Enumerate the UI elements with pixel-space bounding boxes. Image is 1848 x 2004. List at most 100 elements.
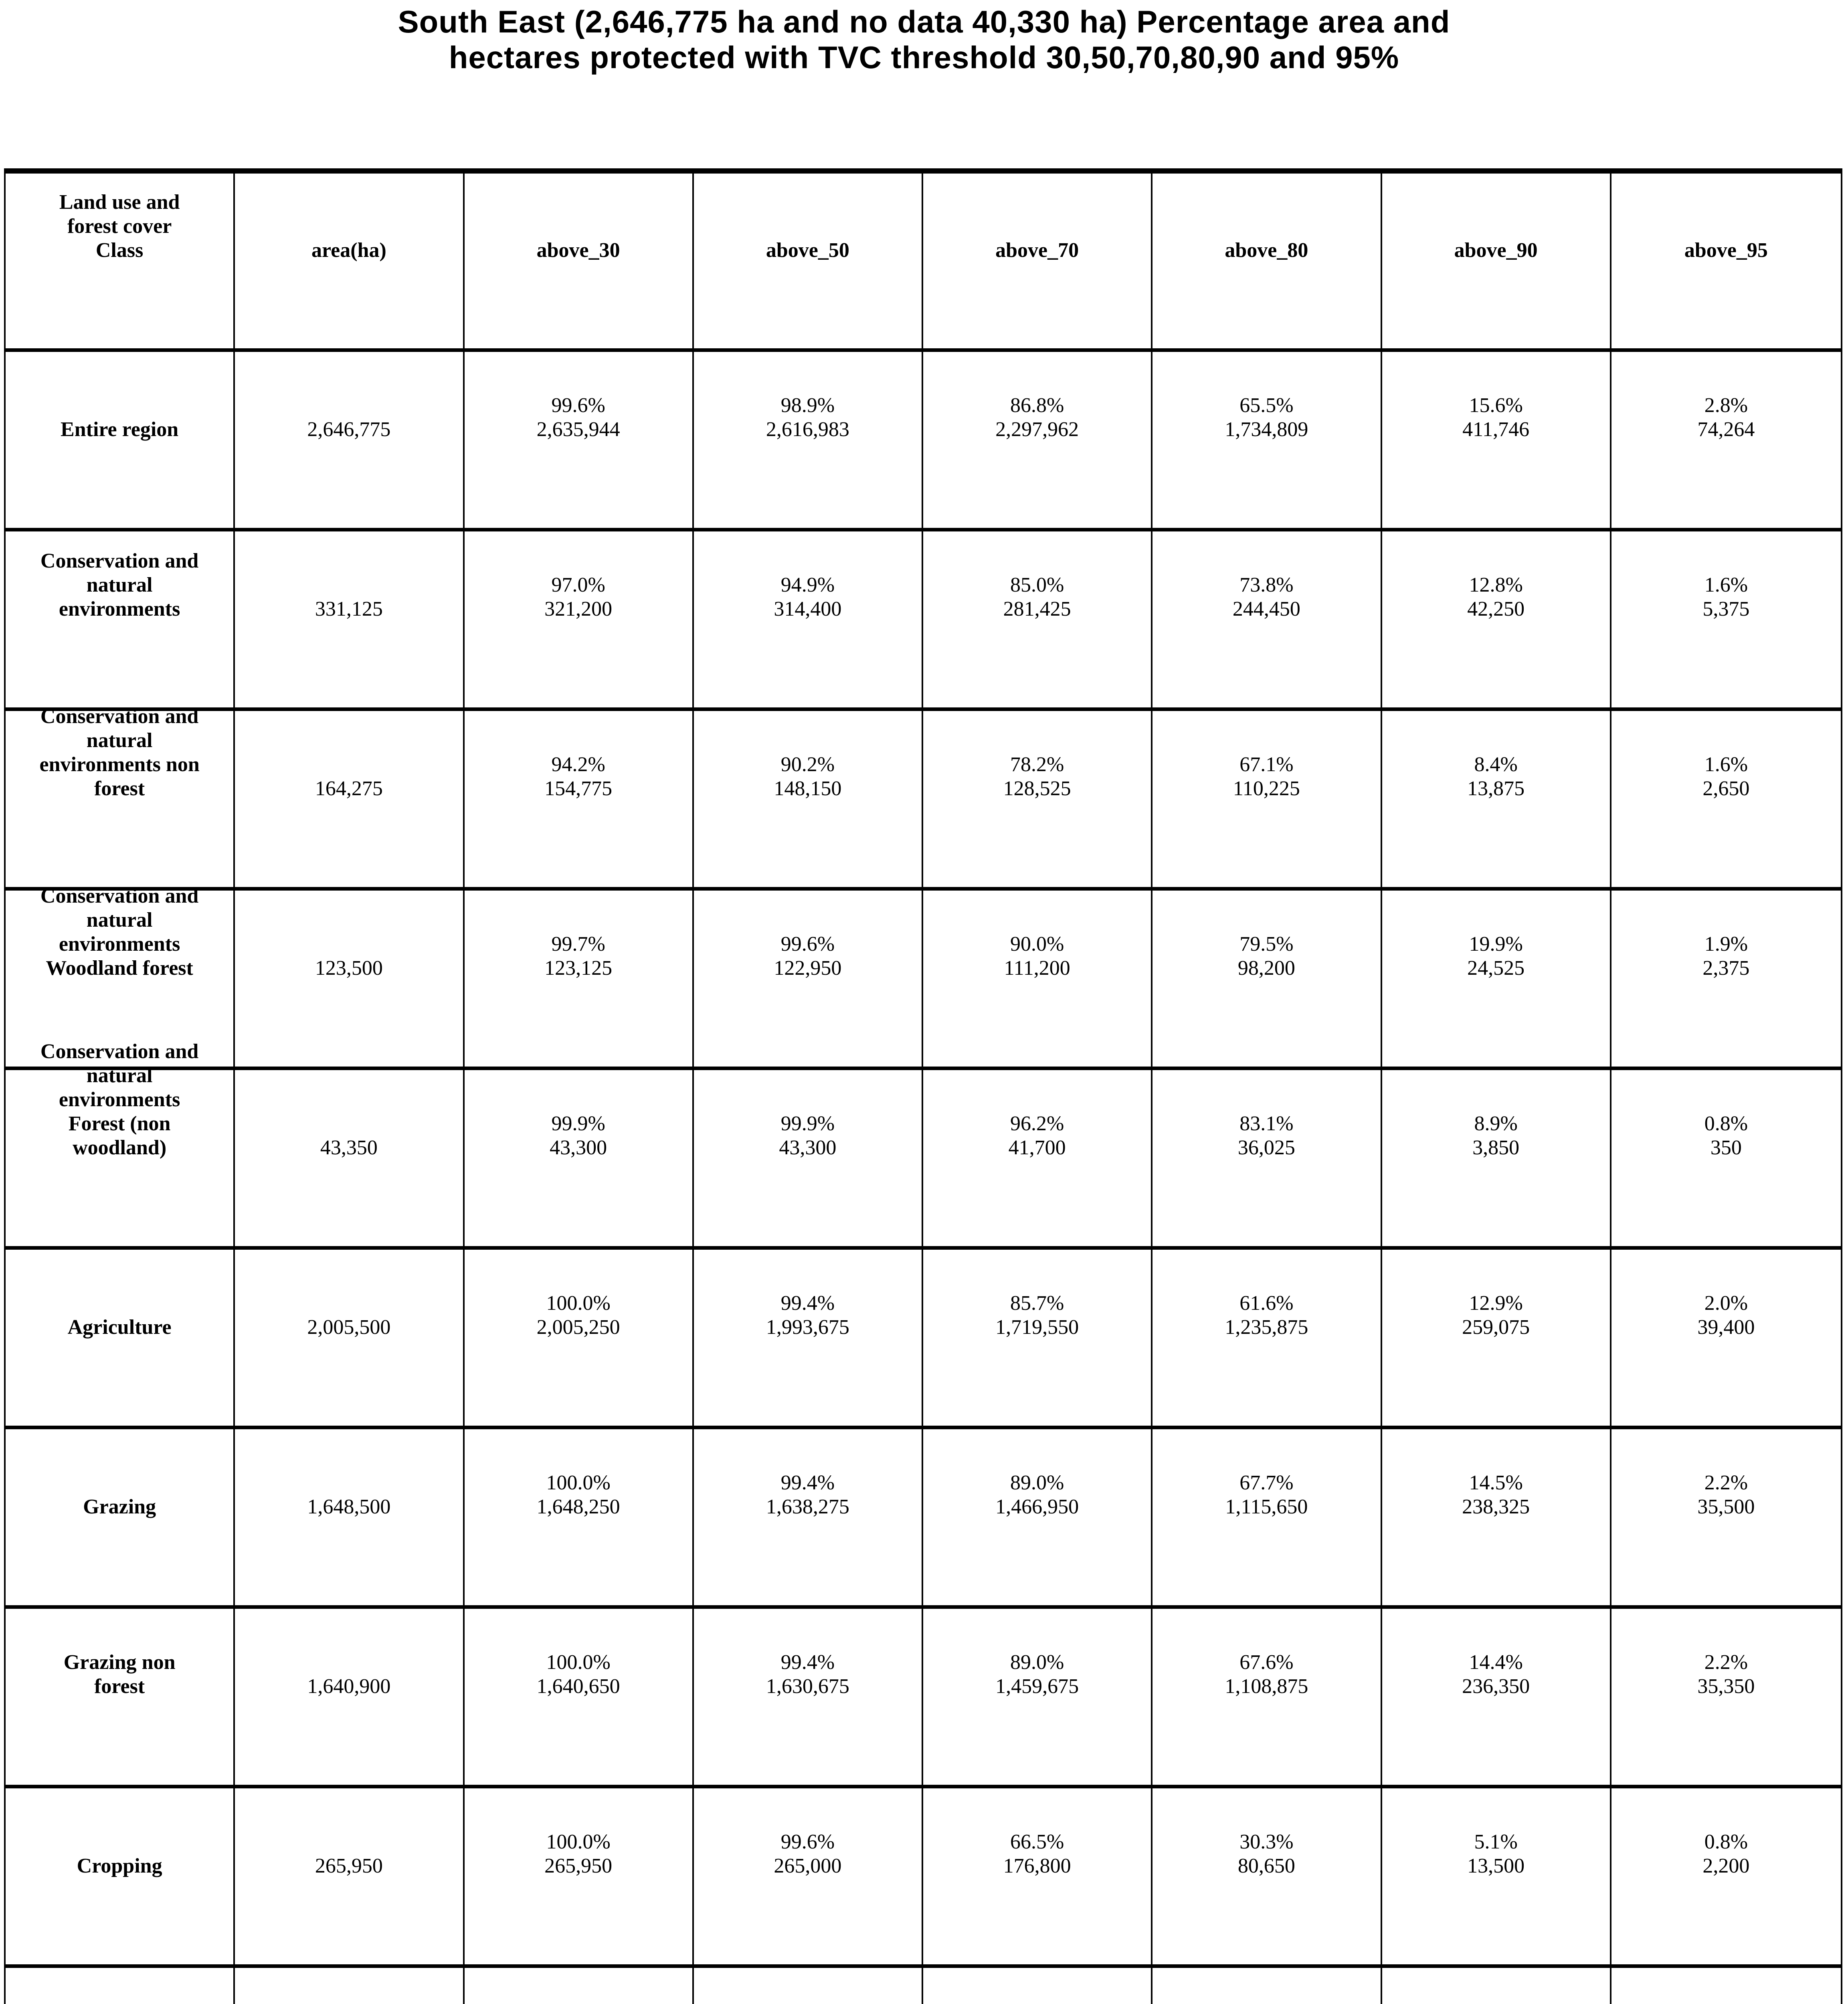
pct-value: 99.4% <box>780 1291 835 1315</box>
threshold-cell-content: 12.8% 42,250 <box>1385 573 1607 621</box>
table-row: Conservation and natural environments no… <box>6 705 1841 891</box>
threshold-cell: 78.2% 128,525 <box>923 711 1153 887</box>
pct-value: 97.0% <box>551 573 605 596</box>
threshold-cell: 99.3%88,850 <box>694 1968 923 2004</box>
threshold-cell: 99.6% 122,950 <box>694 891 923 1067</box>
threshold-cell: 1.6% 2,650 <box>1611 711 1841 887</box>
ha-value: 238,325 <box>1462 1495 1530 1518</box>
pct-value: 14.4% <box>1469 1650 1523 1674</box>
label-cell: Cropping <box>6 1788 235 1964</box>
ha-value: 1,734,809 <box>1225 418 1308 441</box>
threshold-cell: 14.4% 236,350 <box>1382 1609 1611 1785</box>
threshold-cell: 30.3% 80,650 <box>1152 1788 1382 1964</box>
pct-value: 19.9% <box>1469 932 1523 956</box>
row-label: Grazing <box>83 1495 156 1518</box>
ha-value: 1,459,675 <box>995 1675 1079 1698</box>
pct-value: 2.8% <box>1704 394 1748 417</box>
header-cell: above_95 <box>1611 174 1841 348</box>
area-cell: 1,640,900 <box>235 1609 465 1785</box>
ha-value: 39,400 <box>1697 1315 1755 1339</box>
threshold-cell: 96.2% 41,700 <box>923 1070 1153 1246</box>
ha-value: 3,850 <box>1472 1136 1520 1159</box>
ha-value: 2,297,962 <box>995 418 1079 441</box>
area-cell: 2,646,775 <box>235 352 465 528</box>
pct-value: 12.8% <box>1469 573 1523 596</box>
threshold-cell: 89.0% 1,459,675 <box>923 1609 1153 1785</box>
threshold-cell-content: 73.8% 244,450 <box>1155 573 1378 621</box>
ha-value: 244,450 <box>1232 597 1300 620</box>
label-cell: Agriculture <box>6 1250 235 1426</box>
threshold-cell: 14.5% 238,325 <box>1382 1429 1611 1605</box>
threshold-cell: 66.5% 176,800 <box>923 1788 1153 1964</box>
threshold-cell-content: 30.3% 80,650 <box>1155 1830 1378 1878</box>
ha-value: 314,400 <box>774 597 842 620</box>
threshold-cell-content: 67.6% 1,108,875 <box>1155 1650 1378 1699</box>
row-label: Conservation and natural environments Fo… <box>40 1040 199 1159</box>
threshold-cell: 44.0%39,375 <box>1152 1968 1382 2004</box>
threshold-cell: 67.7% 1,115,650 <box>1152 1429 1382 1605</box>
ha-value: 1,638,275 <box>766 1495 849 1518</box>
header-cell: above_50 <box>694 174 923 348</box>
threshold-cell: 0.8% 2,200 <box>1611 1788 1841 1964</box>
ha-value: 42,250 <box>1467 597 1525 620</box>
ha-value: 176,800 <box>1003 1854 1071 1877</box>
threshold-cell: 67.6% 1,108,875 <box>1152 1609 1382 1785</box>
ha-value: 321,200 <box>544 597 613 620</box>
table-row: Grazing 1,648,500 100.0% 1,648,250 99.4% 1,63… <box>6 1429 1841 1609</box>
label-cell: Irrigation <box>6 1968 235 2004</box>
pct-value: 98.9% <box>780 394 835 417</box>
column-header: above_30 <box>536 239 620 262</box>
threshold-cell-content: 14.5% 238,325 <box>1385 1471 1607 1519</box>
ha-value: 1,630,675 <box>766 1675 849 1698</box>
ha-value: 2,200 <box>1702 1854 1750 1877</box>
ha-value: 281,425 <box>1003 597 1071 620</box>
ha-value: 35,500 <box>1697 1495 1755 1518</box>
area-cell: 1,648,500 <box>235 1429 465 1605</box>
threshold-cell-content: 19.9% 24,525 <box>1385 932 1607 980</box>
threshold-cell: 8.9% 3,850 <box>1382 1070 1611 1246</box>
threshold-cell: 12.9% 259,075 <box>1382 1250 1611 1426</box>
ha-value: 265,000 <box>774 1854 842 1877</box>
area-value: 43,350 <box>320 1136 378 1159</box>
column-header: Land use and forest cover Class <box>59 191 180 262</box>
ha-value: 154,775 <box>544 777 613 800</box>
threshold-cell: 85.7% 1,719,550 <box>923 1250 1153 1426</box>
pct-value: 73.8% <box>1239 573 1294 596</box>
threshold-cell: 83.1% 36,025 <box>1152 1070 1382 1246</box>
threshold-cell-content: 97.0% 321,200 <box>467 573 690 621</box>
pct-value: 86.8% <box>1010 394 1064 417</box>
pct-value: 89.0% <box>1010 1650 1064 1674</box>
area-cell: 164,275 <box>235 711 465 887</box>
pct-value: 79.5% <box>1239 932 1294 956</box>
ha-value: 13,500 <box>1467 1854 1525 1877</box>
pct-value: 1.6% <box>1704 573 1748 596</box>
ha-value: 110,225 <box>1233 777 1300 800</box>
threshold-cell-content: 100.0% 1,648,250 <box>467 1471 690 1519</box>
ha-value: 111,200 <box>1004 956 1070 980</box>
ha-value: 2,375 <box>1702 956 1750 980</box>
threshold-cell-content: 90.0% 111,200 <box>926 932 1148 980</box>
threshold-cell: 100.0% 1,640,650 <box>465 1609 694 1785</box>
ha-value: 123,125 <box>544 956 613 980</box>
threshold-cell: 2.0% 39,400 <box>1611 1250 1841 1426</box>
pct-value: 99.6% <box>780 932 835 956</box>
threshold-cell-content: 85.0% 281,425 <box>926 573 1148 621</box>
header-cell: above_80 <box>1152 174 1382 348</box>
threshold-cell: 86.8% 2,297,962 <box>923 352 1153 528</box>
threshold-cell: 94.9% 314,400 <box>694 531 923 707</box>
ha-value: 13,875 <box>1467 777 1525 800</box>
row-label: Conservation and natural environments <box>40 549 199 620</box>
threshold-cell: 1.9% 2,375 <box>1611 891 1841 1067</box>
header-cell-class: Land use and forest cover Class <box>6 174 235 348</box>
threshold-cell: 99.4% 1,993,675 <box>694 1250 923 1426</box>
area-cell: 43,350 <box>235 1070 465 1246</box>
threshold-cell-content: 85.7% 1,719,550 <box>926 1291 1148 1339</box>
threshold-cell: 99.4% 1,630,675 <box>694 1609 923 1785</box>
threshold-cell: 1.6% 5,375 <box>1611 531 1841 707</box>
threshold-cell-content: 100.0% 1,640,650 <box>467 1650 690 1699</box>
threshold-cell: 100.0%89,500 <box>465 1968 694 2004</box>
threshold-cell: 85.0% 281,425 <box>923 531 1153 707</box>
pct-value: 12.9% <box>1469 1291 1523 1315</box>
ha-value: 98,200 <box>1237 956 1295 980</box>
threshold-cell: 65.5% 1,734,809 <box>1152 352 1382 528</box>
